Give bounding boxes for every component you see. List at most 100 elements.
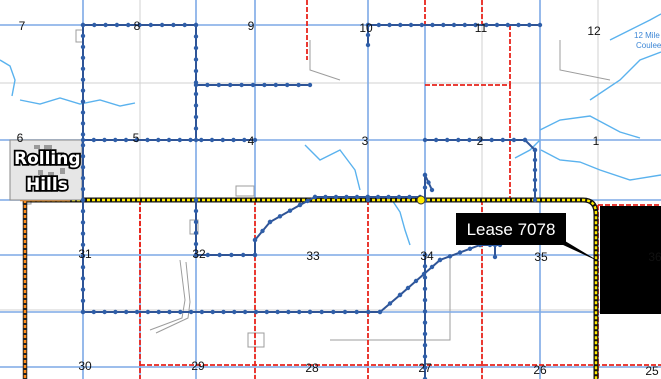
pipeline-node bbox=[375, 194, 381, 200]
pipeline-node bbox=[422, 376, 428, 379]
pipeline-node bbox=[489, 137, 494, 143]
pipeline-node bbox=[422, 331, 428, 337]
pipeline-node bbox=[365, 42, 371, 48]
pipeline-node bbox=[457, 250, 463, 255]
pipeline-node bbox=[145, 137, 150, 143]
pipeline-node bbox=[408, 22, 414, 28]
pipeline-node bbox=[275, 309, 280, 315]
pipeline-node bbox=[323, 194, 328, 200]
pipeline-node bbox=[221, 309, 226, 315]
section-label-7: 7 bbox=[19, 19, 26, 33]
section-label-32: 32 bbox=[192, 247, 206, 261]
pipeline-node bbox=[296, 82, 301, 88]
pipeline-node bbox=[216, 82, 221, 88]
pipeline-node bbox=[397, 292, 403, 298]
pipeline-node bbox=[156, 137, 161, 143]
pipeline-node bbox=[177, 137, 182, 143]
pipeline-node bbox=[80, 110, 86, 115]
pipeline-node bbox=[167, 309, 172, 315]
pipeline-node bbox=[80, 55, 86, 60]
pipeline-node bbox=[426, 180, 431, 185]
pipeline-node bbox=[532, 177, 538, 183]
pipeline-node bbox=[511, 137, 517, 143]
pipeline-node bbox=[252, 137, 258, 143]
lease-7078-area[interactable] bbox=[600, 206, 661, 314]
pipeline-node bbox=[126, 22, 131, 28]
pipeline-node bbox=[405, 285, 411, 291]
lease-callout[interactable]: Lease 7078 bbox=[456, 213, 600, 262]
pipeline-node bbox=[193, 34, 199, 39]
pipeline-node bbox=[376, 22, 381, 28]
pipeline-node bbox=[354, 194, 360, 200]
pipeline-node bbox=[91, 137, 97, 143]
pipeline-node bbox=[193, 57, 199, 62]
pipeline-node bbox=[422, 172, 428, 178]
pipeline-node bbox=[532, 167, 538, 173]
pipeline-node bbox=[286, 309, 291, 315]
pipeline-node bbox=[441, 22, 446, 28]
pipeline-node bbox=[178, 309, 183, 315]
pipeline-node bbox=[80, 143, 86, 148]
pipeline-node bbox=[532, 147, 538, 153]
pipeline-node bbox=[319, 309, 324, 315]
pipeline-node bbox=[210, 309, 215, 315]
pipeline-node bbox=[532, 197, 538, 203]
svg-text:Coulee: Coulee bbox=[636, 41, 661, 50]
pipeline-node bbox=[193, 126, 199, 131]
pipeline-node bbox=[80, 209, 86, 214]
section-label-12: 12 bbox=[587, 24, 601, 38]
pipeline-node bbox=[277, 214, 283, 219]
pipeline-node bbox=[80, 132, 86, 137]
pipeline-node bbox=[199, 137, 204, 143]
pipeline-node bbox=[437, 257, 443, 263]
pipeline-node bbox=[342, 309, 348, 315]
pipeline-node bbox=[91, 309, 97, 315]
pipeline-node bbox=[80, 33, 86, 39]
section-label-26: 26 bbox=[533, 363, 547, 377]
section-label-25: 25 bbox=[645, 364, 659, 378]
pipeline-node bbox=[80, 77, 86, 82]
pipeline-node bbox=[305, 198, 310, 204]
pipeline-node bbox=[433, 137, 439, 143]
pipeline-node bbox=[354, 309, 359, 315]
pipeline-node bbox=[123, 137, 129, 143]
section-label-6: 6 bbox=[17, 131, 24, 145]
pipeline-node bbox=[166, 137, 172, 143]
pipeline-node bbox=[80, 22, 86, 28]
pipeline-node bbox=[387, 22, 392, 28]
pipeline-node bbox=[387, 301, 393, 306]
pipeline-node bbox=[80, 253, 86, 259]
pipeline-node bbox=[262, 82, 267, 88]
highway-route bbox=[27, 197, 599, 379]
section-label-4: 4 bbox=[248, 134, 255, 148]
pipeline-node bbox=[113, 309, 118, 315]
pipeline-node bbox=[80, 66, 86, 72]
pipeline-node bbox=[193, 252, 199, 258]
pipeline-node bbox=[250, 82, 256, 88]
pipeline-node bbox=[516, 22, 521, 28]
pipeline-node bbox=[478, 137, 483, 143]
pipeline-node bbox=[148, 22, 153, 28]
pipeline-node bbox=[285, 82, 290, 88]
pipeline-node bbox=[193, 45, 199, 51]
pipeline-node bbox=[396, 194, 402, 200]
section-label-11: 11 bbox=[475, 21, 488, 35]
section-label-1: 1 bbox=[593, 134, 600, 148]
pipeline-node bbox=[252, 237, 258, 243]
pipeline-node bbox=[193, 230, 199, 236]
pipeline-node bbox=[537, 22, 543, 28]
pipeline-node bbox=[80, 231, 86, 236]
highway-marker[interactable] bbox=[416, 195, 426, 205]
pipeline-node bbox=[386, 194, 391, 200]
pipeline-node bbox=[182, 22, 187, 28]
pipeline-node bbox=[193, 103, 199, 108]
section-label-35: 35 bbox=[534, 250, 548, 264]
pipeline-node bbox=[422, 320, 428, 325]
pipeline-node bbox=[429, 264, 435, 270]
coulee-label: 12 Mile Coulee bbox=[634, 31, 661, 50]
pipeline-node bbox=[171, 22, 176, 28]
section-label-33: 33 bbox=[306, 249, 320, 263]
town-name-line1: Rolling bbox=[14, 149, 81, 169]
